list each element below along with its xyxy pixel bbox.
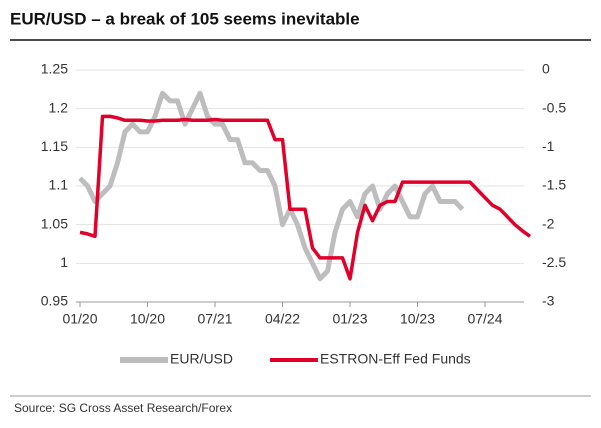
y-tick-label: 1 (60, 254, 68, 270)
x-tick-label: 04/22 (265, 311, 300, 327)
y-tick-label: 1.15 (41, 138, 68, 154)
y-tick-label: 1.25 (41, 61, 68, 77)
y2-tick-label: -3 (542, 293, 555, 309)
y2-tick-label: -1 (542, 138, 555, 154)
y2-tick-label: -0.5 (542, 99, 566, 115)
legend-label: EUR/USD (170, 351, 233, 367)
chart-title: EUR/USD – a break of 105 seems inevitabl… (10, 9, 360, 28)
y-tick-label: 1.05 (41, 215, 68, 231)
legend-label: ESTRON-Eff Fed Funds (320, 351, 471, 367)
y2-tick-label: 0 (542, 61, 550, 77)
source: Source: SG Cross Asset Research/Forex (14, 401, 232, 415)
y-tick-label: 1.2 (49, 99, 69, 115)
x-tick-label: 01/20 (62, 311, 97, 327)
y-tick-label: 0.95 (41, 293, 68, 309)
y2-tick-label: -2.5 (542, 254, 566, 270)
x-tick-label: 07/24 (467, 311, 502, 327)
x-tick-label: 01/23 (332, 311, 367, 327)
y-tick-label: 1.1 (49, 177, 69, 193)
x-tick-label: 07/21 (197, 311, 232, 327)
x-tick-label: 10/23 (400, 311, 435, 327)
x-tick-label: 10/20 (130, 311, 165, 327)
y2-tick-label: -1.5 (542, 177, 566, 193)
y2-tick-label: -2 (542, 215, 555, 231)
series-line (79, 114, 532, 281)
